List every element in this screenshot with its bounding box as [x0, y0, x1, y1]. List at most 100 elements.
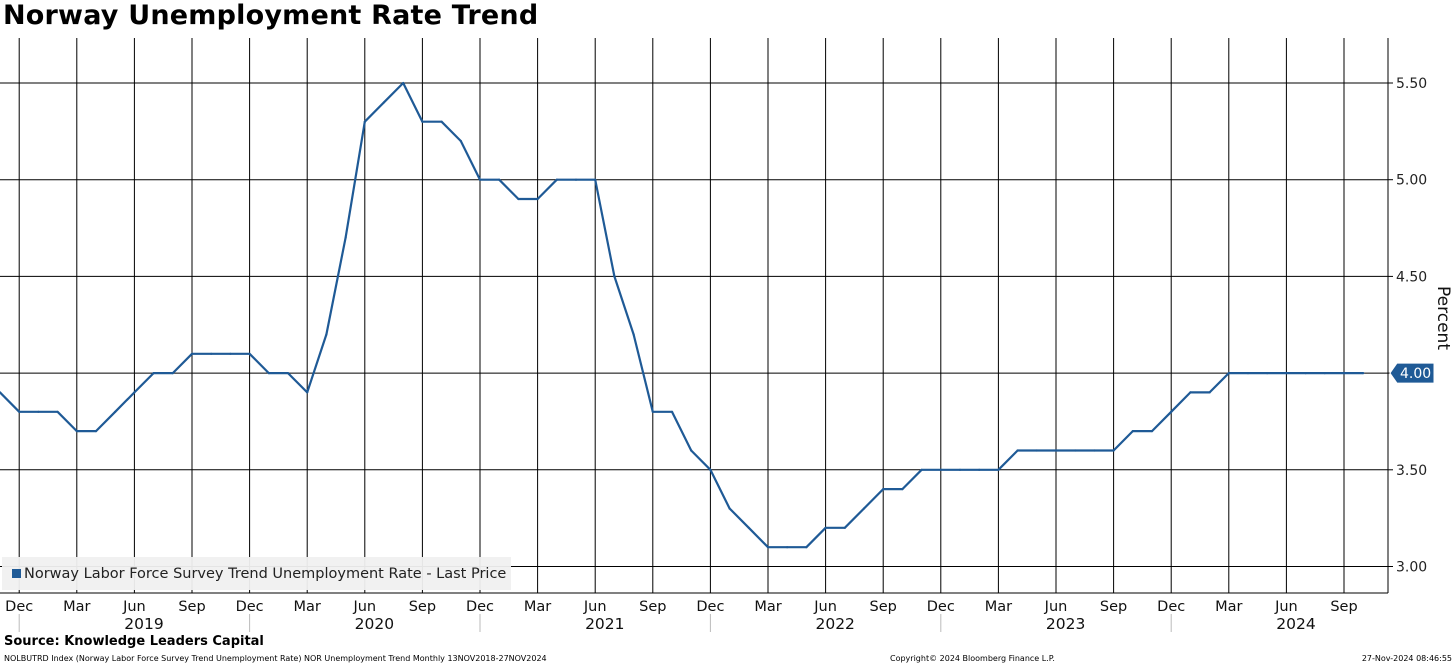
x-month-label: Jun: [1274, 599, 1298, 615]
footer-timestamp: 27-Nov-2024 08:46:55: [1361, 654, 1452, 663]
data-point: [1189, 391, 1192, 394]
data-point: [843, 526, 846, 529]
data-point: [920, 468, 923, 471]
data-point: [421, 120, 424, 123]
data-point: [882, 488, 885, 491]
x-month-label: Sep: [178, 599, 205, 615]
data-point: [382, 101, 386, 104]
data-point: [805, 546, 808, 549]
data-point: [37, 410, 40, 413]
data-point: [114, 410, 117, 413]
footer-copyright: Copyright© 2024 Bloomberg Finance L.P.: [890, 654, 1055, 663]
x-month-label: Sep: [870, 599, 897, 615]
y-tick-label: 5.50: [1396, 76, 1427, 92]
tick-labels: 3.00 3.50 4.00 4.50 5.00 5.50 Dec Mar Jun Sep Dec M…: [5, 76, 1435, 633]
data-point: [363, 120, 366, 123]
x-month-label: Jun: [583, 599, 607, 615]
data-point: [267, 372, 270, 375]
data-point: [1246, 372, 1250, 375]
data-point: [1362, 372, 1365, 375]
series-line: [0, 81, 1364, 549]
series-layer: [0, 81, 1365, 549]
data-point: [94, 430, 98, 433]
x-month-label: Jun: [813, 599, 837, 615]
x-year-label: 2021: [585, 615, 624, 633]
x-month-label: Sep: [639, 599, 666, 615]
legend-label: Norway Labor Force Survey Trend Unemploy…: [24, 565, 507, 582]
x-year-label: 2024: [1276, 615, 1315, 633]
data-point: [978, 468, 981, 471]
data-point: [1170, 410, 1173, 413]
data-point: [459, 139, 462, 143]
x-year-label: 2022: [815, 615, 854, 633]
data-point: [18, 410, 21, 413]
last-value-badge: [1389, 362, 1435, 384]
data-point: [1150, 430, 1154, 433]
grid: [0, 38, 1388, 593]
data-point: [1131, 430, 1134, 433]
y-axis-label: Percent: [1433, 286, 1453, 350]
data-point: [1112, 449, 1115, 452]
data-point: [210, 352, 213, 355]
x-month-label: Mar: [985, 599, 1012, 615]
data-point: [517, 197, 520, 201]
data-point: [344, 236, 347, 239]
data-point: [1016, 449, 1019, 452]
data-point: [651, 410, 654, 413]
data-point: [171, 372, 174, 375]
x-year-label: 2019: [124, 615, 163, 633]
footer-index-description: NOLBUTRD Index (Norway Labor Force Surve…: [4, 654, 547, 663]
data-point: [1035, 449, 1038, 452]
legend-swatch: [12, 569, 21, 578]
data-point: [594, 178, 597, 181]
chart-title: Norway Unemployment Rate Trend: [3, 0, 539, 31]
x-month-label: Dec: [696, 599, 724, 615]
x-month-label: Dec: [5, 599, 33, 615]
x-year-label: 2023: [1046, 615, 1085, 633]
data-point: [1304, 372, 1307, 375]
data-point: [766, 546, 770, 549]
x-month-label: Jun: [122, 599, 146, 615]
y-tick-label: 3.50: [1396, 463, 1427, 479]
y-tick-label: 4.50: [1396, 269, 1427, 285]
data-point: [133, 391, 136, 394]
data-point: [613, 275, 616, 278]
data-point: [1266, 372, 1269, 375]
axes: [0, 38, 1393, 632]
data-point: [1208, 391, 1211, 394]
data-point: [498, 178, 501, 181]
x-month-label: Sep: [409, 599, 436, 615]
y-tick-label: 5.00: [1396, 173, 1427, 189]
data-point: [709, 468, 712, 471]
data-point: [1054, 449, 1058, 452]
y-tick-label: 3.00: [1396, 560, 1427, 576]
data-point: [190, 352, 194, 355]
x-month-label: Mar: [63, 599, 90, 615]
data-point: [824, 526, 827, 529]
last-value-label: 4.00: [1400, 366, 1431, 382]
data-point: [555, 178, 558, 181]
data-point: [997, 468, 1000, 471]
data-point: [939, 468, 942, 471]
data-point: [1342, 372, 1346, 375]
x-month-label: Mar: [524, 599, 551, 615]
data-point: [1227, 372, 1230, 375]
x-month-label: Jun: [352, 599, 376, 615]
x-month-label: Dec: [927, 599, 955, 615]
data-point: [1093, 449, 1096, 452]
data-point: [1323, 372, 1326, 375]
x-month-label: Dec: [466, 599, 494, 615]
data-point: [786, 546, 789, 549]
data-point: [286, 372, 290, 375]
x-year-label: 2020: [355, 615, 394, 633]
x-month-label: Jun: [1044, 599, 1068, 615]
data-point: [1074, 449, 1077, 452]
data-point: [958, 468, 962, 471]
x-month-label: Mar: [754, 599, 781, 615]
data-point: [0, 391, 2, 394]
data-point: [1285, 372, 1288, 375]
data-point: [56, 410, 59, 413]
data-point: [440, 120, 443, 123]
data-point: [574, 178, 578, 181]
data-point: [690, 449, 693, 452]
